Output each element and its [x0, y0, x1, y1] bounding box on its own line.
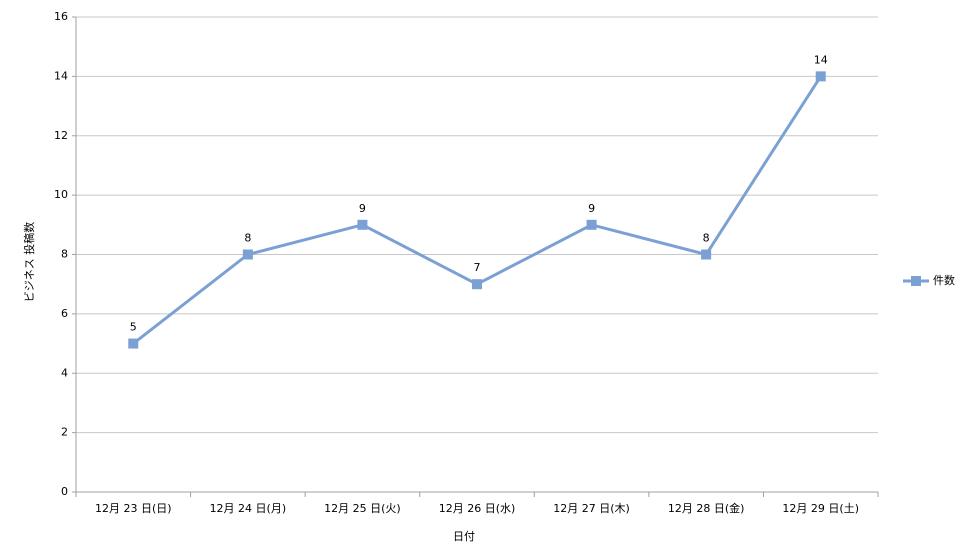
series-line — [132, 75, 822, 345]
data-label: 9 — [359, 202, 366, 215]
data-label: 5 — [130, 321, 137, 334]
marker — [701, 249, 712, 260]
y-tick-label: 16 — [54, 10, 68, 23]
data-label: 9 — [588, 202, 595, 215]
data-label: 8 — [244, 232, 251, 245]
data-label: 8 — [703, 232, 710, 245]
y-tick-label: 14 — [54, 69, 68, 82]
y-tick-label: 8 — [61, 248, 68, 261]
legend-label: 件数 — [933, 274, 955, 287]
y-axis-title: ビジネス 投稿数 — [22, 222, 36, 303]
marker — [357, 219, 368, 230]
y-tick-label: 10 — [54, 188, 68, 201]
x-axis-title: 日付 — [453, 530, 475, 543]
x-tick-label: 12月 24 日(月) — [210, 502, 287, 515]
marker — [242, 249, 253, 260]
y-tick-label: 6 — [61, 307, 68, 320]
y-tick-label: 2 — [61, 426, 68, 439]
marker — [586, 219, 597, 230]
x-tick-label: 12月 26 日(水) — [439, 502, 516, 515]
data-label: 14 — [814, 53, 828, 66]
legend-marker — [911, 276, 921, 286]
y-tick-label: 4 — [61, 366, 68, 379]
data-label: 7 — [474, 261, 481, 274]
y-tick-label: 0 — [61, 485, 68, 498]
marker — [128, 338, 139, 349]
x-tick-label: 12月 23 日(日) — [95, 502, 172, 515]
y-tick-label: 12 — [54, 129, 68, 142]
x-tick-label: 12月 29 日(土) — [782, 502, 859, 515]
x-tick-label: 12月 28 日(金) — [668, 501, 745, 515]
marker — [472, 279, 482, 290]
x-tick-label: 12月 25 日(火) — [324, 502, 401, 515]
x-tick-label: 12月 27 日(木) — [553, 502, 630, 515]
marker — [815, 71, 826, 82]
